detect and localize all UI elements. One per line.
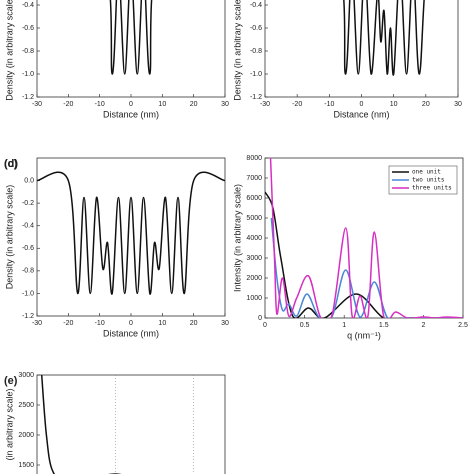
x-tick-label: -20 bbox=[63, 320, 73, 327]
legend-label: two units bbox=[412, 177, 445, 184]
series-line bbox=[109, 0, 153, 75]
y-axis-label: Density (in arbitrary scale) bbox=[232, 0, 242, 101]
x-tick-label: -10 bbox=[95, 320, 105, 327]
x-tick-label: 0 bbox=[360, 101, 364, 108]
series-line bbox=[37, 171, 225, 295]
x-tick-label: 0.5 bbox=[300, 322, 310, 329]
x-axis-label: q (nm⁻¹) bbox=[347, 330, 381, 340]
y-tick-label: -1.2 bbox=[22, 94, 34, 101]
plot-frame bbox=[36, 0, 226, 98]
y-axis-label: Density (in arbitrary scale) bbox=[4, 185, 14, 290]
x-tick-label: -20 bbox=[63, 101, 73, 108]
y-tick-label: 6000 bbox=[246, 195, 262, 202]
x-tick-label: 30 bbox=[454, 101, 462, 108]
y-tick-label: -1.2 bbox=[22, 313, 34, 320]
series-line bbox=[265, 191, 463, 318]
y-tick-label: 8000 bbox=[246, 155, 262, 162]
y-tick-label: -0.6 bbox=[22, 25, 34, 32]
y-tick-label: 1500 bbox=[18, 462, 34, 469]
y-tick-label: -0.4 bbox=[22, 223, 34, 230]
x-tick-label: 2.5 bbox=[458, 322, 468, 329]
legend-label: one unit bbox=[412, 169, 441, 176]
legend-label: three units bbox=[412, 185, 452, 192]
panel-label: (c) bbox=[4, 158, 18, 170]
y-axis-label: Density (in arbitrary scale) bbox=[4, 0, 14, 101]
y-tick-label: 2000 bbox=[246, 275, 262, 282]
x-tick-label: 30 bbox=[221, 320, 229, 327]
y-tick-label: -0.2 bbox=[22, 200, 34, 207]
y-tick-label: -0.6 bbox=[250, 25, 262, 32]
x-tick-label: 20 bbox=[190, 320, 198, 327]
y-tick-label: -1.0 bbox=[250, 71, 262, 78]
x-tick-label: 20 bbox=[422, 101, 430, 108]
panel-label: (e) bbox=[4, 375, 18, 387]
plot-frame bbox=[36, 157, 226, 317]
series-line bbox=[343, 0, 425, 76]
x-tick-label: -10 bbox=[95, 101, 105, 108]
y-tick-label: -0.8 bbox=[22, 48, 34, 55]
x-tick-label: -20 bbox=[292, 101, 302, 108]
y-tick-label: -0.4 bbox=[250, 2, 262, 9]
x-tick-label: 10 bbox=[158, 320, 166, 327]
y-tick-label: 3000 bbox=[246, 255, 262, 262]
y-tick-label: 2500 bbox=[18, 402, 34, 409]
x-tick-label: -30 bbox=[32, 320, 42, 327]
y-tick-label: -0.4 bbox=[22, 2, 34, 9]
x-axis-label: Distance (nm) bbox=[103, 109, 159, 119]
y-tick-label: -1.2 bbox=[250, 94, 262, 101]
series-line bbox=[269, 158, 463, 318]
y-tick-label: -0.8 bbox=[250, 48, 262, 55]
y-tick-label: -0.6 bbox=[22, 245, 34, 252]
y-tick-label: 2000 bbox=[18, 432, 34, 439]
y-axis-label: (in arbitrary scale) bbox=[4, 388, 14, 460]
plot-frame bbox=[36, 374, 226, 474]
x-tick-label: 1 bbox=[342, 322, 346, 329]
y-tick-label: 0.0 bbox=[24, 177, 34, 184]
x-tick-label: 2 bbox=[421, 322, 425, 329]
x-tick-label: 1.5 bbox=[379, 322, 389, 329]
x-tick-label: 20 bbox=[190, 101, 198, 108]
y-tick-label: -1.0 bbox=[22, 290, 34, 297]
x-axis-label: Distance (nm) bbox=[103, 328, 159, 338]
series-line bbox=[40, 375, 122, 474]
y-tick-label: 3000 bbox=[18, 372, 34, 379]
y-tick-label: -1.0 bbox=[22, 71, 34, 78]
x-tick-label: -30 bbox=[260, 101, 270, 108]
x-tick-label: -10 bbox=[324, 101, 334, 108]
x-tick-label: 10 bbox=[390, 101, 398, 108]
x-tick-label: -30 bbox=[32, 101, 42, 108]
series-line bbox=[270, 217, 463, 318]
x-tick-label: 30 bbox=[221, 101, 229, 108]
x-tick-label: 0 bbox=[129, 101, 133, 108]
y-tick-label: 5000 bbox=[246, 215, 262, 222]
y-tick-label: -0.8 bbox=[22, 268, 34, 275]
y-tick-label: 7000 bbox=[246, 175, 262, 182]
x-tick-label: 0 bbox=[263, 322, 267, 329]
y-tick-label: 1000 bbox=[246, 295, 262, 302]
panel-label: (d) bbox=[4, 158, 18, 170]
x-tick-label: 0 bbox=[129, 320, 133, 327]
y-tick-label: 4000 bbox=[246, 235, 262, 242]
x-axis-label: Distance (nm) bbox=[333, 109, 389, 119]
y-tick-label: 0 bbox=[258, 315, 262, 322]
x-tick-label: 10 bbox=[158, 101, 166, 108]
y-axis-label: Intensity (in arbitrary scale) bbox=[232, 184, 242, 292]
